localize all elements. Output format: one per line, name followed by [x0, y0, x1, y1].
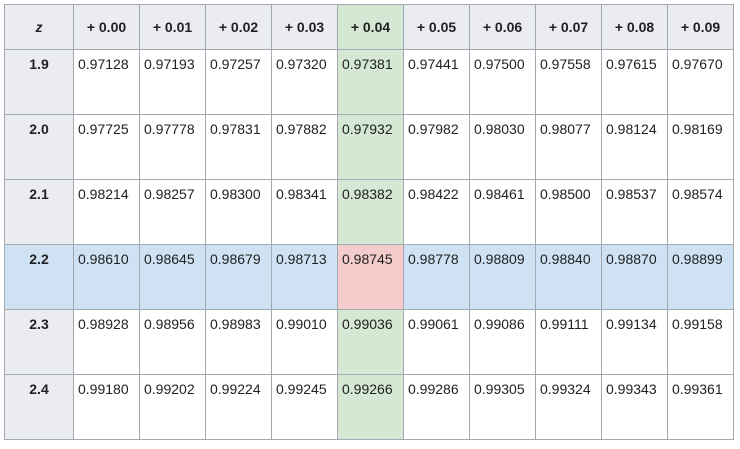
table-cell: 0.98928	[73, 309, 140, 375]
z-row-header: 2.4	[4, 374, 74, 440]
z-row-header: 2.0	[4, 114, 74, 180]
z-row-header: 1.9	[4, 49, 74, 115]
table-cell: 0.99324	[535, 374, 602, 440]
table-cell: 0.98537	[601, 179, 668, 245]
table-cell-highlighted-row: 0.98713	[271, 244, 338, 310]
table-cell: 0.98169	[667, 114, 734, 180]
table-cell-highlighted-row: 0.98778	[403, 244, 470, 310]
table-cell: 0.99086	[469, 309, 536, 375]
table-cell-highlighted-column: 0.97932	[337, 114, 404, 180]
table-cell-highlighted-row: 0.98870	[601, 244, 668, 310]
table-cell: 0.97725	[73, 114, 140, 180]
table-cell: 0.99180	[73, 374, 140, 440]
table-cell: 0.98257	[139, 179, 206, 245]
table-cell: 0.98124	[601, 114, 668, 180]
table-cell: 0.97670	[667, 49, 734, 115]
z-score-table: z + 0.00 + 0.01 + 0.02 + 0.03 + 0.04 + 0…	[4, 4, 734, 440]
table-cell: 0.97257	[205, 49, 272, 115]
table-cell: 0.97882	[271, 114, 338, 180]
table-cell: 0.98214	[73, 179, 140, 245]
table-cell: 0.99134	[601, 309, 668, 375]
column-header: + 0.07	[535, 4, 602, 50]
column-header: + 0.03	[271, 4, 338, 50]
table-cell: 0.99305	[469, 374, 536, 440]
table-cell: 0.98341	[271, 179, 338, 245]
column-header: + 0.08	[601, 4, 668, 50]
table-cell-highlighted-row: 0.98645	[139, 244, 206, 310]
table-cell: 0.98300	[205, 179, 272, 245]
table-cell-highlighted-row: 0.98610	[73, 244, 140, 310]
table-cell: 0.98956	[139, 309, 206, 375]
column-header: + 0.01	[139, 4, 206, 50]
table-cell-highlighted-column: 0.97381	[337, 49, 404, 115]
table-cell: 0.97193	[139, 49, 206, 115]
z-table-container: z + 0.00 + 0.01 + 0.02 + 0.03 + 0.04 + 0…	[4, 4, 734, 440]
column-header: + 0.05	[403, 4, 470, 50]
table-cell: 0.99010	[271, 309, 338, 375]
table-cell-intersection: 0.98745	[337, 244, 404, 310]
column-header: + 0.00	[73, 4, 140, 50]
z-row-header: 2.2	[4, 244, 74, 310]
table-cell: 0.99361	[667, 374, 734, 440]
table-row: 2.0 0.97725 0.97778 0.97831 0.97882 0.97…	[4, 114, 734, 180]
table-cell: 0.97128	[73, 49, 140, 115]
table-cell: 0.99286	[403, 374, 470, 440]
table-cell: 0.99111	[535, 309, 602, 375]
table-cell: 0.98422	[403, 179, 470, 245]
column-header: + 0.02	[205, 4, 272, 50]
table-cell: 0.97441	[403, 49, 470, 115]
table-row-highlighted: 2.2 0.98610 0.98645 0.98679 0.98713 0.98…	[4, 244, 734, 310]
table-cell: 0.97982	[403, 114, 470, 180]
table-cell: 0.97320	[271, 49, 338, 115]
table-cell: 0.98461	[469, 179, 536, 245]
table-cell: 0.98574	[667, 179, 734, 245]
column-header: + 0.06	[469, 4, 536, 50]
table-cell: 0.99061	[403, 309, 470, 375]
table-cell: 0.97615	[601, 49, 668, 115]
table-row: 2.4 0.99180 0.99202 0.99224 0.99245 0.99…	[4, 374, 734, 440]
table-cell-highlighted-column: 0.98382	[337, 179, 404, 245]
table-row: 2.3 0.98928 0.98956 0.98983 0.99010 0.99…	[4, 309, 734, 375]
table-cell: 0.97558	[535, 49, 602, 115]
z-column-header: z	[4, 4, 74, 50]
table-cell-highlighted-column: 0.99036	[337, 309, 404, 375]
table-cell: 0.99343	[601, 374, 668, 440]
table-cell: 0.97778	[139, 114, 206, 180]
table-cell: 0.99158	[667, 309, 734, 375]
table-cell-highlighted-row: 0.98899	[667, 244, 734, 310]
table-header: z + 0.00 + 0.01 + 0.02 + 0.03 + 0.04 + 0…	[4, 4, 734, 50]
table-cell: 0.98983	[205, 309, 272, 375]
table-cell: 0.97500	[469, 49, 536, 115]
table-cell: 0.97831	[205, 114, 272, 180]
table-row: 1.9 0.97128 0.97193 0.97257 0.97320 0.97…	[4, 49, 734, 115]
table-cell: 0.98500	[535, 179, 602, 245]
table-cell: 0.98077	[535, 114, 602, 180]
table-cell-highlighted-row: 0.98840	[535, 244, 602, 310]
column-header-highlighted: + 0.04	[337, 4, 404, 50]
table-cell-highlighted-row: 0.98809	[469, 244, 536, 310]
z-row-header: 2.1	[4, 179, 74, 245]
table-cell: 0.98030	[469, 114, 536, 180]
table-body: 1.9 0.97128 0.97193 0.97257 0.97320 0.97…	[4, 49, 734, 440]
table-cell: 0.99245	[271, 374, 338, 440]
z-row-header: 2.3	[4, 309, 74, 375]
column-header: + 0.09	[667, 4, 734, 50]
table-cell: 0.99224	[205, 374, 272, 440]
table-cell-highlighted-column: 0.99266	[337, 374, 404, 440]
table-cell-highlighted-row: 0.98679	[205, 244, 272, 310]
header-row: z + 0.00 + 0.01 + 0.02 + 0.03 + 0.04 + 0…	[4, 4, 734, 50]
table-row: 2.1 0.98214 0.98257 0.98300 0.98341 0.98…	[4, 179, 734, 245]
table-cell: 0.99202	[139, 374, 206, 440]
